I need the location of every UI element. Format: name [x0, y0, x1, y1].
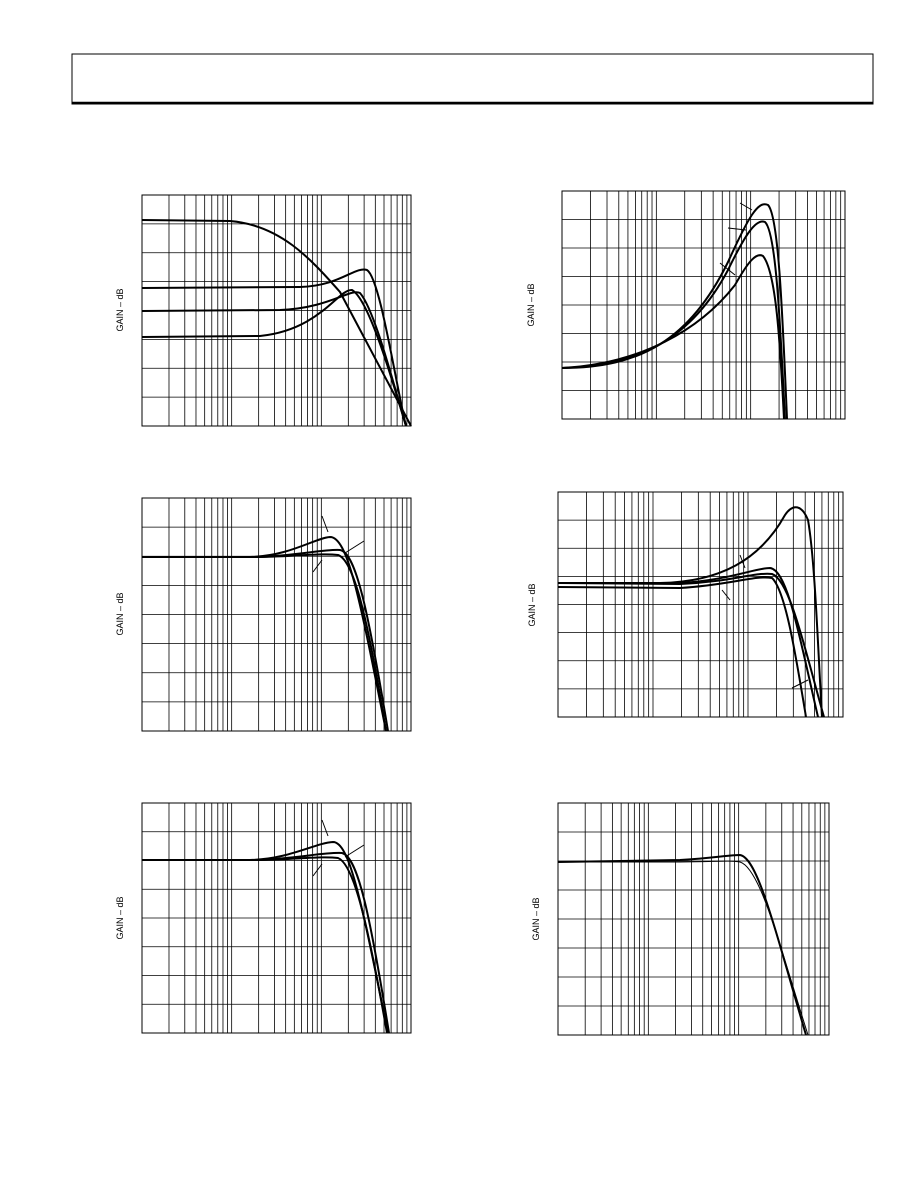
y-axis-label: GAIN – dB [531, 897, 541, 940]
curve [142, 535, 387, 732]
curve [558, 506, 823, 718]
curve [142, 851, 390, 1034]
y-axis-label: GAIN – dB [115, 592, 125, 635]
y-axis-label: GAIN – dB [526, 283, 536, 326]
arrow [791, 679, 809, 689]
curve [142, 553, 387, 732]
curve [558, 860, 809, 1036]
curve [141, 268, 407, 427]
arrow [727, 227, 747, 231]
curve [558, 566, 819, 718]
y-axis-label: GAIN – dB [115, 288, 125, 331]
curve [557, 576, 807, 718]
y-axis-label: GAIN – dB [527, 583, 537, 626]
grids [141, 190, 846, 1036]
arrow [312, 559, 323, 573]
arrow [321, 515, 329, 533]
curve [142, 548, 389, 732]
header-box [71, 53, 874, 105]
curves [141, 202, 825, 1036]
curve [561, 203, 788, 420]
curve [557, 853, 807, 1036]
curve [557, 572, 825, 718]
curve [561, 254, 785, 420]
y-axis-label: GAIN – dB [115, 896, 125, 939]
arrow [344, 844, 365, 858]
curve [142, 856, 388, 1034]
curve [141, 288, 407, 427]
curve [561, 220, 786, 420]
arrow [739, 202, 753, 211]
arrow [721, 589, 731, 601]
curve [141, 219, 412, 427]
arrow [719, 262, 736, 276]
arrow [739, 554, 746, 569]
arrow [344, 540, 365, 554]
arrow [321, 819, 329, 837]
arrow [312, 863, 323, 877]
